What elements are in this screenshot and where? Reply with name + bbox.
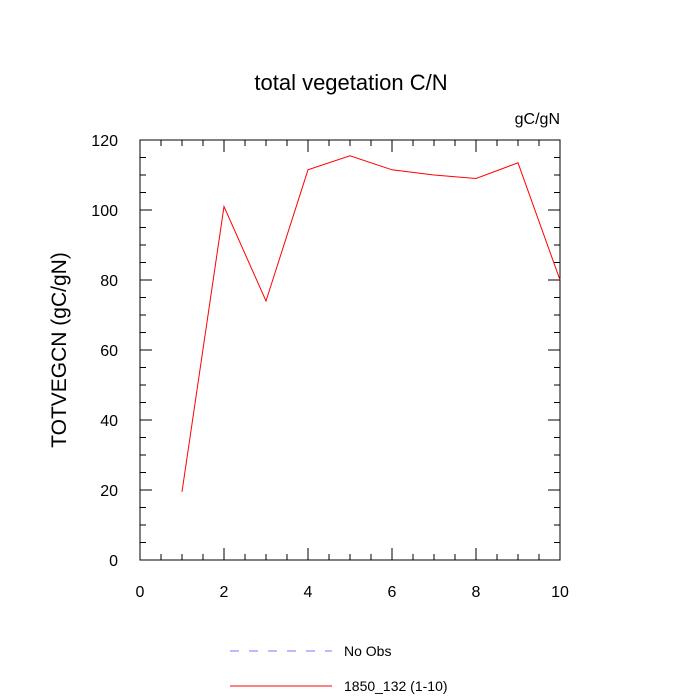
legend-label: 1850_132 (1-10) [344,678,448,694]
legend: No Obs 1850_132 (1-10) [230,643,448,694]
x-tick-label: 6 [388,584,397,601]
x-tick-label: 10 [551,584,569,601]
y-tick-label: 20 [100,483,118,500]
series-layer [181,155,561,492]
x-tick-label: 0 [136,584,145,601]
y-axis-label: TOTVEGCN (gC/gN) [48,252,71,448]
y-tick-label: 60 [100,343,118,360]
y-tick-label: 80 [100,273,118,290]
y-tick-label: 120 [91,133,118,150]
x-tick-label: 2 [220,584,229,601]
chart-title: total vegetation C/N [254,70,447,95]
series-line [181,155,561,492]
y-tick-label: 100 [91,203,118,220]
legend-label: No Obs [344,643,391,659]
y-tick-label: 0 [109,553,118,570]
x-tick-label: 8 [472,584,481,601]
x-tick-label: 4 [304,584,313,601]
units-label: gC/gN [515,111,560,128]
axis-ticks [139,139,561,561]
y-tick-label: 40 [100,413,118,430]
